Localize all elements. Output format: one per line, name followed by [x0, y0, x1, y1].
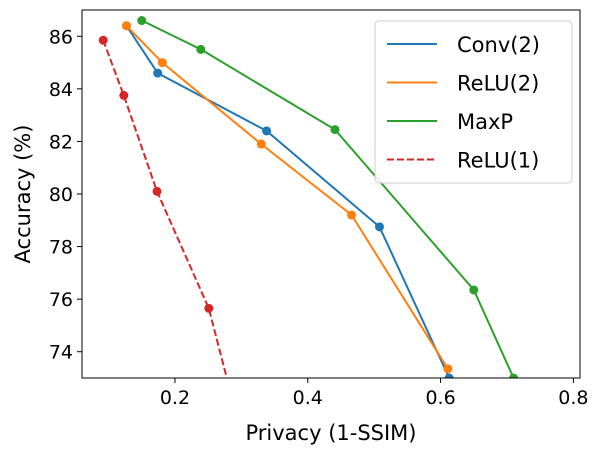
data-point [509, 373, 519, 378]
data-point [98, 35, 108, 45]
data-point [196, 44, 206, 54]
data-point [153, 68, 163, 78]
y-axis: 74 76 78 80 82 84 86 [49, 26, 82, 364]
x-axis-label: Privacy (1-SSIM) [245, 421, 416, 445]
series-layer [98, 16, 519, 378]
data-point [152, 186, 162, 196]
legend-label: Conv(2) [457, 33, 540, 57]
data-point [444, 373, 454, 378]
legend: Conv(2) ReLU(2) MaxP ReLU(1) [374, 20, 573, 184]
series-line-3 [102, 39, 228, 378]
y-tick-label: 84 [49, 79, 73, 101]
y-tick-label: 74 [49, 342, 73, 364]
data-point [262, 126, 272, 136]
x-tick-label: 0.4 [293, 387, 323, 409]
data-point [119, 90, 129, 100]
data-point [443, 364, 453, 374]
data-point [121, 21, 131, 31]
legend-label: MaxP [457, 110, 513, 134]
y-tick-label: 80 [49, 184, 73, 206]
data-point [256, 139, 266, 149]
x-tick-label: 0.8 [558, 387, 588, 409]
x-axis: 0.2 0.4 0.6 0.8 [160, 378, 588, 409]
data-point [204, 303, 214, 313]
legend-box [374, 20, 573, 184]
x-tick-label: 0.2 [160, 387, 190, 409]
y-axis-label: Accuracy (%) [11, 125, 35, 264]
data-point [347, 210, 357, 220]
data-point [330, 125, 340, 135]
y-tick-label: 86 [49, 26, 73, 48]
legend-label: ReLU(1) [457, 149, 539, 173]
y-tick-label: 76 [49, 289, 73, 311]
x-tick-label: 0.6 [425, 387, 455, 409]
legend-label: ReLU(2) [457, 72, 539, 96]
data-point [469, 285, 479, 295]
data-point [157, 58, 167, 68]
y-tick-label: 82 [49, 131, 73, 153]
y-tick-label: 78 [49, 237, 73, 259]
data-point [374, 222, 384, 232]
data-point [137, 16, 147, 26]
